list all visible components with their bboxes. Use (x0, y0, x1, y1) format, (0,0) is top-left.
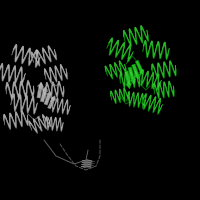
Polygon shape (154, 81, 174, 99)
Polygon shape (132, 64, 140, 80)
Polygon shape (127, 92, 145, 108)
Polygon shape (142, 94, 162, 114)
Polygon shape (44, 91, 52, 105)
Polygon shape (40, 86, 48, 102)
Polygon shape (105, 61, 127, 79)
Polygon shape (107, 38, 133, 62)
Polygon shape (12, 44, 40, 68)
Polygon shape (135, 60, 144, 75)
Polygon shape (29, 115, 51, 133)
Polygon shape (44, 64, 68, 84)
Polygon shape (0, 63, 25, 85)
Polygon shape (11, 94, 37, 114)
Polygon shape (81, 160, 95, 168)
Polygon shape (4, 111, 28, 129)
Polygon shape (152, 61, 176, 79)
Polygon shape (45, 117, 63, 131)
Polygon shape (120, 71, 140, 89)
Polygon shape (48, 96, 56, 109)
Polygon shape (128, 67, 136, 85)
Polygon shape (139, 70, 161, 90)
Polygon shape (50, 97, 70, 115)
Polygon shape (6, 81, 34, 99)
Polygon shape (111, 88, 129, 104)
Polygon shape (123, 26, 149, 46)
Polygon shape (143, 40, 169, 60)
Polygon shape (40, 81, 64, 99)
Polygon shape (37, 82, 44, 98)
Polygon shape (31, 46, 57, 66)
Polygon shape (125, 71, 132, 89)
